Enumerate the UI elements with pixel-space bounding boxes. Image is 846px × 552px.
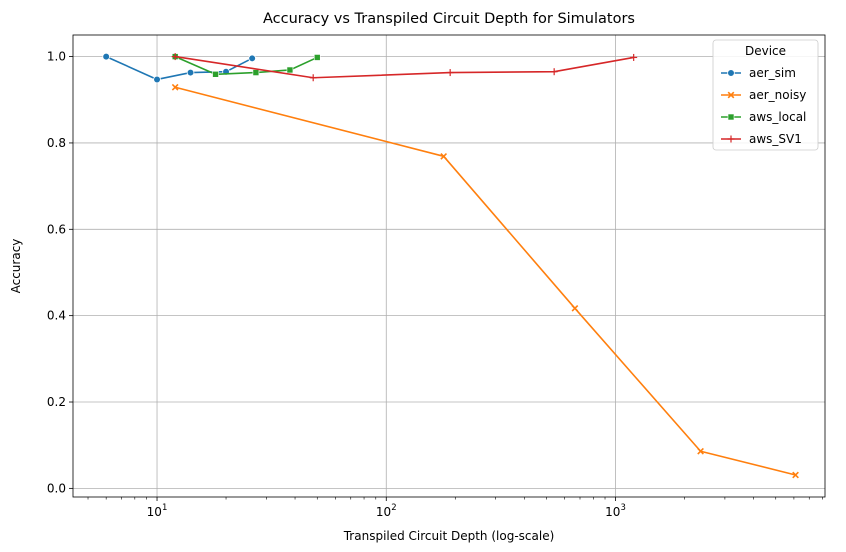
- plot-area: [73, 35, 825, 497]
- y-tick-label-5: 1.0: [47, 50, 66, 64]
- point-aws_SV1-4: [630, 53, 638, 61]
- y-tick-label-0: 0.0: [47, 481, 66, 495]
- plot-frame: [72, 34, 826, 498]
- point-aer_noisy-3: [697, 447, 704, 455]
- point-aws_local-1: [212, 70, 219, 78]
- legend: Device aer_sim aer_noisy aws_local aws_SV1: [712, 39, 819, 151]
- legend-marker-aws_SV1: [727, 135, 735, 143]
- legend-box: [712, 39, 819, 151]
- legend-label-aws_SV1: aws_SV1: [749, 132, 802, 146]
- legend-label-aws_local: aws_local: [749, 110, 806, 124]
- y-tick-label-2: 0.4: [47, 309, 66, 323]
- point-aws_SV1-2: [446, 69, 454, 77]
- legend-label-aer_noisy: aer_noisy: [749, 88, 806, 102]
- point-aer_sim-2: [186, 68, 195, 77]
- legend-item-aws_SV1: aws_SV1: [721, 132, 802, 146]
- point-aws_local-4: [313, 54, 321, 61]
- legend-title: Device: [745, 44, 786, 58]
- series-layer: [102, 52, 799, 479]
- x-axis-label: Transpiled Circuit Depth (log-scale): [343, 529, 555, 543]
- legend-marker-aws_local: [727, 113, 735, 121]
- y-axis-label: Accuracy: [9, 239, 23, 294]
- x-tick-label-1: 102: [376, 503, 397, 519]
- x-tick-exp-1: 2: [391, 503, 396, 513]
- legend-item-aer_sim: aer_sim: [721, 66, 796, 80]
- point-aer_noisy-4: [792, 471, 799, 479]
- point-aws_local-3: [286, 66, 294, 74]
- x-tick-exp-0: 1: [162, 503, 167, 513]
- y-tick-label-1: 0.2: [47, 395, 66, 409]
- y-tick-label-4: 0.8: [47, 136, 66, 150]
- x-tick-label-2: 103: [605, 503, 626, 519]
- y-tick-label-3: 0.6: [47, 222, 66, 236]
- grid-lines: [73, 35, 825, 497]
- chart-title: Accuracy vs Transpiled Circuit Depth for…: [263, 11, 635, 27]
- point-aws_SV1-0: [171, 53, 179, 61]
- point-aer_sim-4: [248, 54, 256, 63]
- point-aer_noisy-1: [440, 152, 448, 160]
- x-tick-base-2: 10: [605, 505, 620, 519]
- series-aer_noisy: [171, 83, 799, 479]
- legend-item-aer_noisy: aer_noisy: [721, 88, 806, 102]
- point-aer_noisy-0: [171, 83, 179, 91]
- series-aws_SV1: [171, 53, 638, 82]
- legend-label-aer_sim: aer_sim: [749, 66, 796, 80]
- legend-marker-aer_noisy: [727, 91, 735, 99]
- point-aws_SV1-1: [309, 74, 317, 82]
- x-tick-base-0: 10: [147, 505, 162, 519]
- x-tick-base-1: 10: [376, 505, 391, 519]
- point-aws_local-2: [252, 69, 260, 76]
- legend-item-aws_local: aws_local: [721, 110, 806, 124]
- series-aer_sim: [102, 52, 256, 84]
- point-aer_sim-0: [102, 52, 110, 61]
- point-aer_sim-1: [153, 75, 161, 84]
- x-tick-label-0: 101: [147, 503, 168, 519]
- x-tick-exp-2: 3: [620, 503, 625, 513]
- legend-marker-aer_sim: [727, 69, 735, 77]
- point-aer_noisy-2: [571, 304, 579, 312]
- point-aws_SV1-3: [550, 68, 558, 76]
